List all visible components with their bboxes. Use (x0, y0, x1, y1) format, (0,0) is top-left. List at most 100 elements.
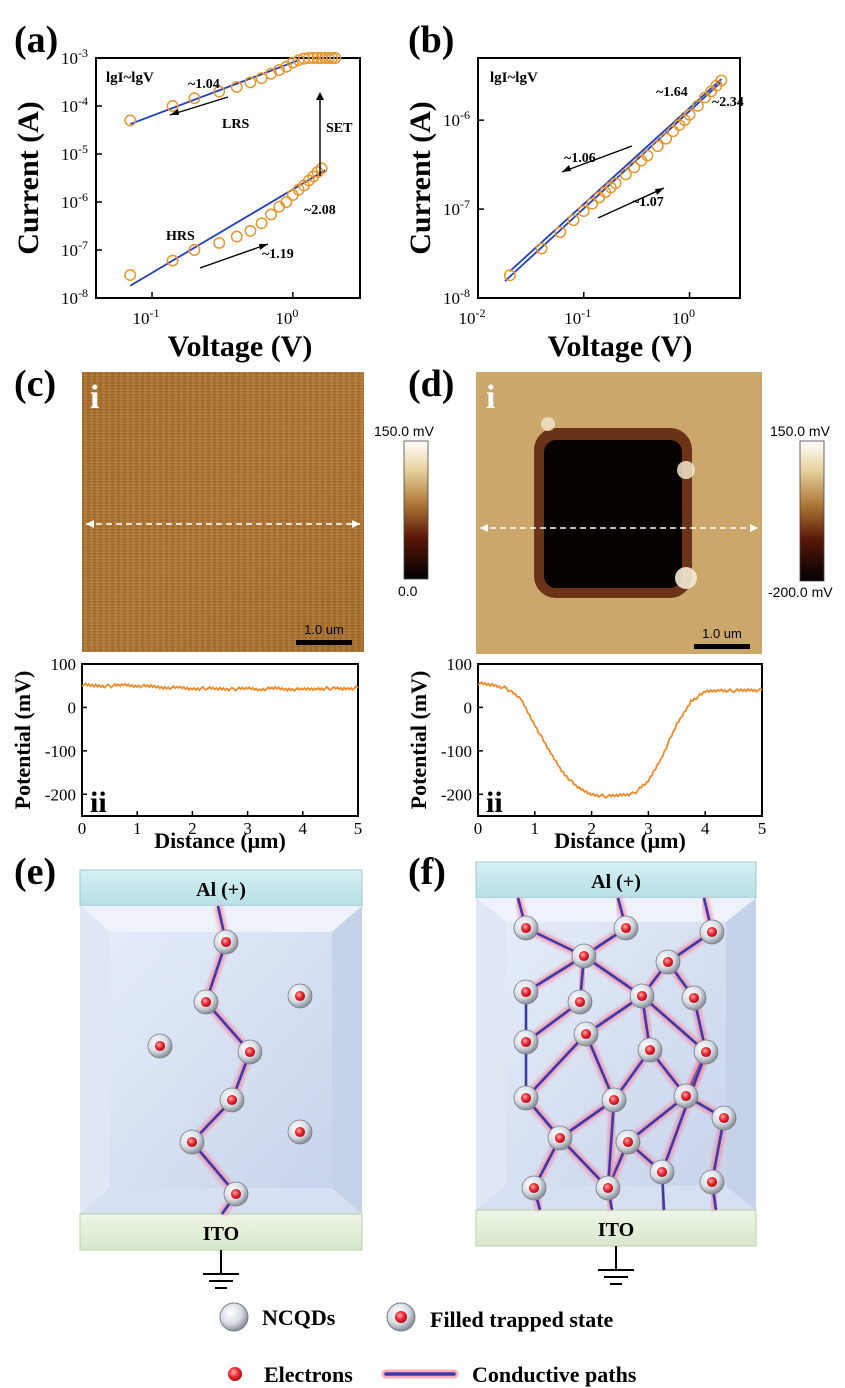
y-tick-label: 0 (464, 698, 473, 717)
schematic-f: Al (+) ITO (475, 861, 757, 1285)
data-point (311, 166, 324, 179)
chart-a-y-ticks: 10-8 10-7 10-6 10-5 10-4 10-3 (61, 46, 102, 308)
y-tick-label: 10-6 (61, 190, 88, 212)
x-tick-label: 5 (354, 819, 363, 838)
legend-electron-icon (228, 1367, 242, 1381)
data-point (188, 244, 201, 256)
data-point (286, 56, 299, 69)
schematic-e-bottom-electrode (79, 1213, 363, 1251)
data-point (586, 197, 599, 210)
y-tick-label: 100 (447, 655, 473, 674)
schematic-e-top-label: Al (+) (196, 879, 246, 901)
chart-b-note: lgI~lgV (490, 70, 538, 86)
panel-label-f: (f) (408, 851, 446, 893)
fit-line (129, 169, 326, 287)
x-tick-label: 3 (243, 819, 252, 838)
x-tick-label: 100 (672, 306, 695, 328)
chart-c-ii-trace (81, 682, 359, 693)
data-point (213, 85, 226, 98)
chart-a-slope-hrs-high: ~2.08 (304, 203, 336, 218)
panel-label-d: (d) (408, 363, 454, 405)
data-point (577, 205, 590, 218)
data-point (265, 208, 277, 221)
chart-a-frame (95, 57, 361, 299)
y-tick-label: 10-6 (443, 108, 470, 130)
chart-a-slope-hrs-low: ~1.19 (262, 247, 294, 262)
chart-c-ii-frame (81, 663, 359, 817)
conductive-path (660, 1051, 708, 1173)
data-point (244, 224, 257, 237)
data-point (124, 269, 137, 282)
legend-ncqds: NCQDs (262, 1305, 336, 1330)
electron-dot (154, 1040, 166, 1052)
schematic-f-top-label: Al (+) (591, 871, 641, 893)
chart-a-points (124, 52, 342, 282)
x-tick-label: 10-2 (459, 306, 486, 328)
x-tick-label: 4 (299, 819, 308, 838)
chart-a-slope-lrs: ~1.04 (188, 77, 220, 92)
electron-dot (220, 936, 232, 948)
data-point (503, 269, 516, 282)
x-tick-label: 100 (275, 306, 298, 328)
y-tick-label: 10-5 (61, 142, 88, 164)
chart-b-x-ticks: 10-2 10-1 100 (459, 292, 695, 328)
panel-label-c: (c) (14, 363, 56, 405)
chart-d-ii-trace (477, 681, 763, 800)
data-point (298, 52, 310, 65)
electron-dot (200, 996, 212, 1008)
panel-c-map: i 1.0 um (82, 372, 364, 652)
panel-d-sub-i: i (486, 379, 495, 416)
panel-c-cbar-max: 150.0 mV (374, 423, 435, 439)
chart-a-arrowhead-lrs (170, 109, 179, 115)
chart-a-arrowhead-set (316, 92, 324, 100)
data-point (567, 214, 580, 227)
chart-c-ii: 100 0 -100 -200 0 1 2 3 4 5 ii Distance (μm) Pot… (10, 655, 362, 853)
chart-b-slope-2: ~2.34 (712, 95, 744, 110)
x-tick-label: 4 (701, 819, 710, 838)
electron-dot (186, 1136, 198, 1148)
y-tick-label: 10-7 (443, 197, 470, 219)
x-tick-label: 5 (758, 819, 767, 838)
y-tick-label: 10-3 (61, 46, 88, 68)
electron-dot (620, 922, 632, 934)
electron-dot (700, 1046, 712, 1058)
chart-b: 10-8 10-7 10-6 10-2 10-1 100 Voltage (V) Cur… (404, 57, 744, 363)
chart-c-ii-ylabel: Potential (mV) (10, 671, 35, 810)
chart-a: 10-8 10-7 10-6 10-5 10-4 10-3 10-1 100 Voltage… (12, 46, 361, 363)
electron-dot (520, 1036, 532, 1048)
schematic-e-ground-icon (203, 1250, 239, 1289)
chart-b-frame (477, 57, 741, 299)
chart-c-ii-xlabel: Distance (μm) (154, 828, 286, 853)
chart-b-arrowhead-4 (655, 188, 664, 195)
panel-d-colorbar-scale (799, 440, 825, 582)
chart-b-slope-3: ~1.06 (564, 151, 596, 166)
data-point (641, 149, 654, 162)
schematic-f-top-electrode (475, 861, 757, 899)
data-point (683, 108, 696, 121)
data-point (667, 125, 680, 138)
panel-d-cbar-min: -200.0 mV (768, 584, 833, 600)
data-point (535, 242, 548, 255)
data-point (280, 196, 293, 208)
x-tick-label: 1 (531, 819, 540, 838)
schematic-e-bottom-label: ITO (203, 1223, 239, 1245)
panel-c-sub-i: i (90, 379, 99, 416)
panel-c-scale-label: 1.0 um (304, 622, 344, 637)
chart-a-arrowhead-hrs (259, 244, 268, 250)
electron-dot (520, 986, 532, 998)
chart-a-fits (129, 59, 326, 287)
electron-dot (230, 1188, 242, 1200)
chart-a-arrow-lrs (169, 96, 229, 116)
chart-b-arrow-3 (561, 145, 633, 173)
chart-b-slope-1: ~1.64 (656, 85, 688, 100)
electron-dot (554, 1132, 566, 1144)
electron-dot (574, 996, 586, 1008)
data-point (188, 92, 201, 105)
electron-dot (580, 1028, 592, 1040)
data-point (329, 52, 342, 64)
chart-b-ylabel: Current (A) (404, 101, 437, 255)
schematic-f-ground-icon (598, 1246, 634, 1285)
panel-d-dark-well (544, 440, 682, 588)
chart-c-ii-sub: ii (90, 786, 107, 819)
chart-d-ii-ylabel: Potential (mV) (406, 671, 431, 810)
